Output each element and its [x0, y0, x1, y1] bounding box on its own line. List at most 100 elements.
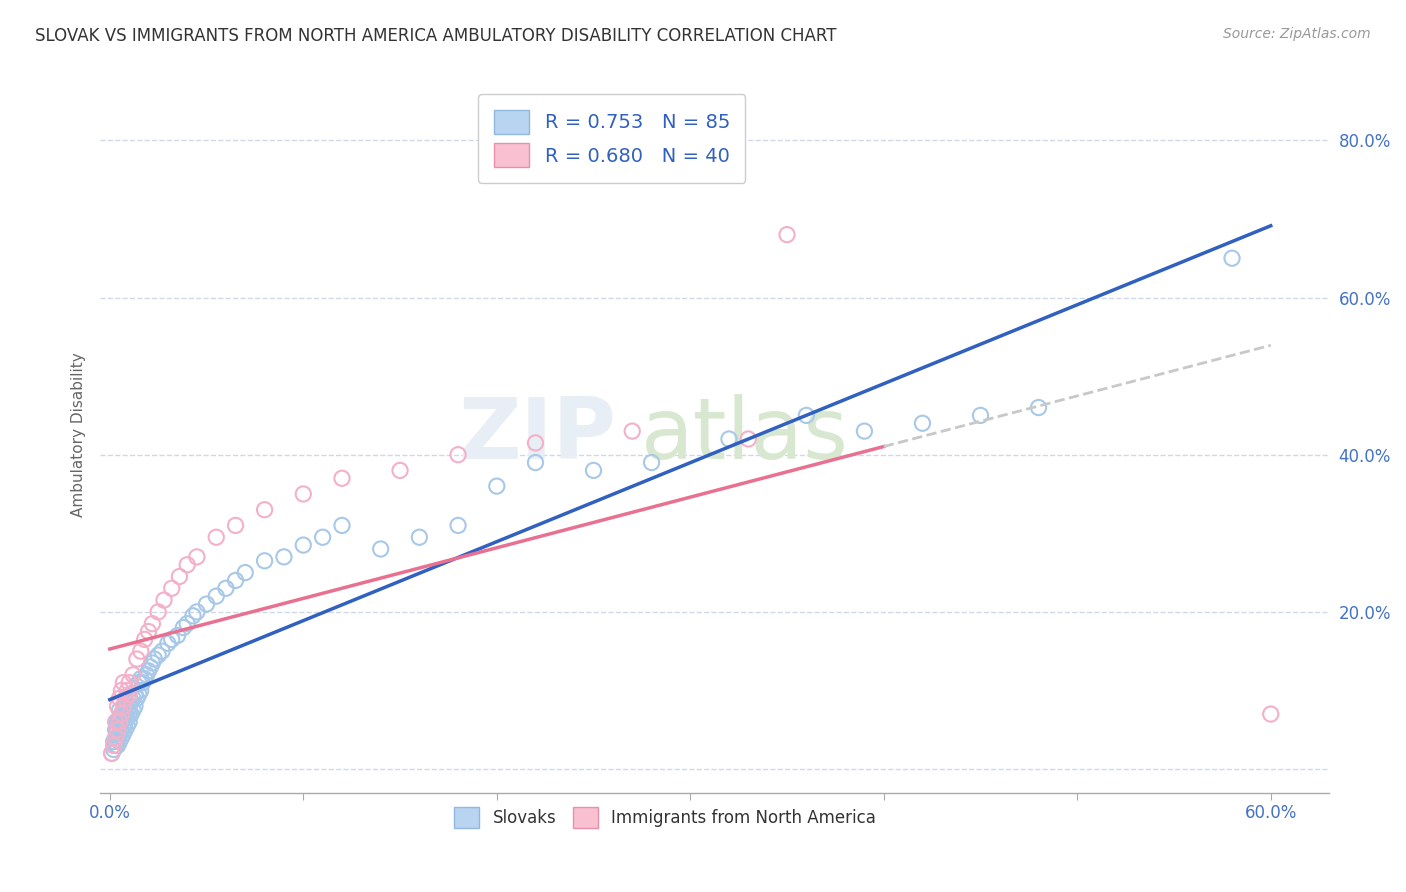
Text: Source: ZipAtlas.com: Source: ZipAtlas.com — [1223, 27, 1371, 41]
Point — [717, 432, 740, 446]
Point — [640, 456, 662, 470]
Point — [166, 628, 188, 642]
Point — [115, 703, 138, 717]
Point — [122, 667, 145, 681]
Point — [108, 734, 131, 748]
Point — [776, 227, 799, 242]
Point — [129, 683, 152, 698]
Legend: Slovaks, Immigrants from North America: Slovaks, Immigrants from North America — [447, 801, 883, 834]
Point — [134, 672, 156, 686]
Point — [447, 518, 470, 533]
Point — [104, 731, 127, 745]
Point — [118, 699, 141, 714]
Point — [169, 569, 191, 583]
Point — [225, 574, 247, 588]
Point — [128, 675, 150, 690]
Point — [138, 664, 160, 678]
Point — [112, 703, 135, 717]
Point — [292, 487, 315, 501]
Point — [621, 424, 644, 438]
Point — [114, 714, 136, 729]
Point — [273, 549, 295, 564]
Point — [112, 675, 135, 690]
Point — [524, 456, 547, 470]
Point — [110, 707, 132, 722]
Point — [112, 727, 135, 741]
Point — [110, 707, 132, 722]
Point — [114, 707, 136, 722]
Point — [186, 549, 208, 564]
Point — [118, 675, 141, 690]
Point — [110, 683, 132, 698]
Point — [447, 448, 470, 462]
Point — [107, 739, 129, 753]
Point — [112, 711, 135, 725]
Point — [108, 691, 131, 706]
Point — [141, 656, 163, 670]
Point — [115, 711, 138, 725]
Point — [311, 530, 333, 544]
Point — [176, 558, 198, 572]
Point — [110, 714, 132, 729]
Point — [128, 687, 150, 701]
Point — [141, 616, 163, 631]
Point — [118, 691, 141, 706]
Point — [135, 667, 157, 681]
Point — [156, 636, 179, 650]
Point — [911, 417, 934, 431]
Point — [112, 719, 135, 733]
Point — [181, 608, 204, 623]
Point — [389, 463, 412, 477]
Point — [330, 471, 353, 485]
Point — [370, 541, 392, 556]
Point — [120, 695, 142, 709]
Point — [112, 699, 135, 714]
Point — [108, 714, 131, 729]
Point — [103, 739, 125, 753]
Point — [205, 530, 228, 544]
Point — [205, 589, 228, 603]
Point — [107, 714, 129, 729]
Point — [115, 683, 138, 698]
Point — [129, 672, 152, 686]
Point — [148, 648, 170, 662]
Point — [114, 699, 136, 714]
Point — [582, 463, 605, 477]
Point — [195, 597, 218, 611]
Point — [176, 616, 198, 631]
Y-axis label: Ambulatory Disability: Ambulatory Disability — [72, 352, 86, 517]
Point — [118, 687, 141, 701]
Point — [1220, 251, 1243, 265]
Point — [160, 582, 183, 596]
Point — [225, 518, 247, 533]
Point — [215, 582, 238, 596]
Point — [108, 711, 131, 725]
Point — [108, 727, 131, 741]
Point — [103, 734, 125, 748]
Point — [122, 703, 145, 717]
Point — [110, 723, 132, 737]
Point — [107, 723, 129, 737]
Point — [143, 652, 166, 666]
Point — [129, 644, 152, 658]
Point — [131, 675, 153, 690]
Point — [115, 719, 138, 733]
Point — [107, 731, 129, 745]
Point — [292, 538, 315, 552]
Point — [104, 731, 127, 745]
Point — [186, 605, 208, 619]
Point — [125, 691, 148, 706]
Point — [330, 518, 353, 533]
Point — [104, 739, 127, 753]
Text: ZIP: ZIP — [458, 393, 616, 476]
Point — [796, 409, 818, 423]
Point — [737, 432, 759, 446]
Point — [122, 691, 145, 706]
Point — [485, 479, 508, 493]
Point — [120, 707, 142, 722]
Point — [148, 605, 170, 619]
Point — [139, 660, 162, 674]
Point — [124, 699, 146, 714]
Point — [104, 723, 127, 737]
Point — [110, 731, 132, 745]
